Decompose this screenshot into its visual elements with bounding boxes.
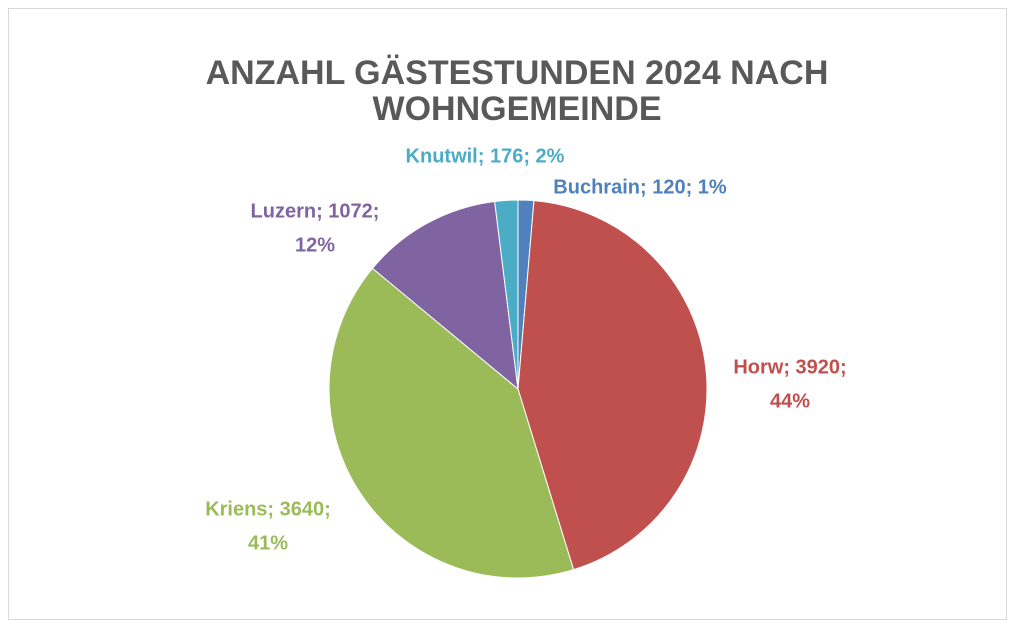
chart-title: WOHNGEMEINDE [373,90,662,128]
data-label: 12% [295,234,335,256]
data-label: 41% [248,532,288,554]
chart-title: ANZAHL GÄSTESTUNDEN 2024 NACH [206,54,829,92]
pie-slice [371,200,519,391]
data-label: 44% [770,390,810,412]
data-label: Horw; 3920; [733,356,846,378]
data-label: Buchrain; 120; 1% [553,176,727,198]
data-label: Kriens; 3640; [205,498,331,520]
data-label: Knutwil; 176; 2% [406,145,565,167]
pie-slice [328,267,575,579]
pie-slice [494,199,519,390]
pie-slice [517,200,708,571]
data-label: Luzern; 1072; [251,200,380,222]
